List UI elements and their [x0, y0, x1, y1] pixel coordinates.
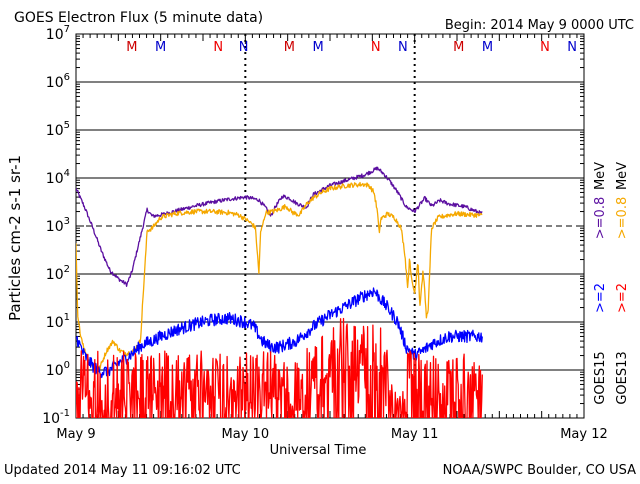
day-marker: M — [453, 40, 464, 55]
day-marker: N — [398, 40, 408, 55]
plot-area: 10-1 100 101 102 103 104 105 106 107 May 9 May 10 M… — [42, 24, 608, 442]
day-marker: N — [567, 40, 577, 55]
y-tick-label: 100 — [46, 360, 70, 379]
series-goes13-0-8-mev — [76, 181, 483, 370]
legend-goes15-ge08: >=0.8 — [593, 197, 608, 239]
y-tick-label: 10-1 — [42, 408, 70, 427]
legend-sat-goes15: GOES15 — [593, 351, 608, 404]
series-goes13-2-mev — [76, 317, 483, 418]
x-tick-label: May 9 — [56, 427, 95, 442]
x-tick-label: May 12 — [560, 427, 608, 442]
y-tick-label: 103 — [46, 216, 70, 235]
day-marker: M — [313, 40, 324, 55]
legend-goes13-ge08: >=0.8 — [615, 197, 630, 239]
day-marker: N — [371, 40, 381, 55]
x-tick-label: May 10 — [222, 427, 270, 442]
day-marker: M — [155, 40, 166, 55]
series-goes15-0-8-mev — [76, 166, 483, 287]
legend-unit: MeV — [593, 162, 608, 190]
day-marker: N — [213, 40, 223, 55]
legend-goes13-ge2: >=2 — [615, 283, 630, 313]
legend-goes15-ge2: >=2 — [593, 283, 608, 313]
credit-line: NOAA/SWPC Boulder, CO USA — [443, 463, 636, 478]
legend-unit-2: MeV — [615, 162, 630, 190]
right-legend: MeV >=0.8 >=0.8 MeV >=2 >=2 GOES15 GOES1… — [593, 162, 630, 405]
day-marker: N — [239, 40, 249, 55]
y-tick-label: 106 — [46, 72, 70, 91]
y-tick-label: 102 — [46, 264, 70, 283]
day-marker: M — [284, 40, 295, 55]
y-tick-label: 101 — [46, 312, 70, 331]
y-tick-label: 105 — [46, 120, 70, 139]
updated-timestamp: Updated 2014 May 11 09:16:02 UTC — [4, 463, 241, 478]
x-axis-title: Universal Time — [270, 443, 367, 458]
y-tick-label: 104 — [46, 168, 70, 187]
y-axis-label: Particles cm-2 s-1 sr-1 — [6, 155, 24, 321]
chart-title: GOES Electron Flux (5 minute data) — [14, 10, 263, 26]
x-tick-label: May 11 — [391, 427, 439, 442]
begin-date: Begin: 2014 May 9 0000 UTC — [445, 18, 634, 33]
legend-sat-goes13: GOES13 — [615, 351, 630, 404]
y-tick-label: 107 — [46, 24, 70, 43]
day-marker: M — [126, 40, 137, 55]
day-marker: N — [540, 40, 550, 55]
series-goes15-2-mev — [76, 287, 483, 379]
day-marker: M — [482, 40, 493, 55]
